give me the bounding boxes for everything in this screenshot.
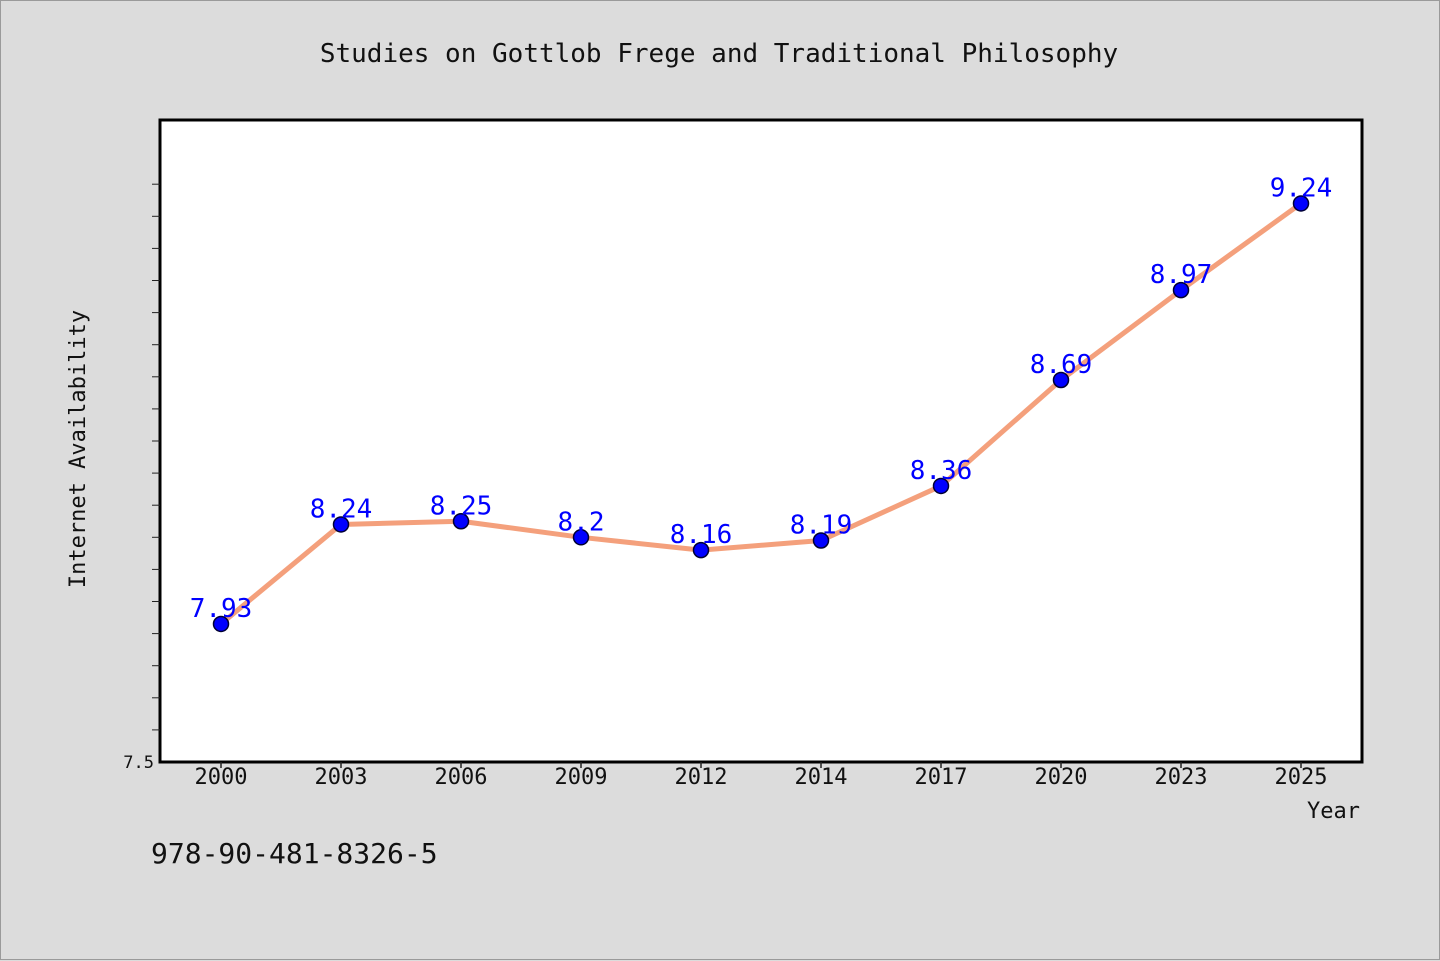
- x-tick-label: 2009: [555, 765, 608, 790]
- data-point: [812, 532, 830, 549]
- isbn-text: 978-90-481-8326-5: [151, 837, 438, 870]
- y-tick-label: 7.5: [123, 753, 154, 773]
- data-label: 8.16: [670, 520, 733, 550]
- data-labels: 7.93 8.24 8.25 8.2 8.16 8.19 8.36 8.69 8.97 9.24: [190, 173, 1333, 624]
- data-label: 8.24: [310, 494, 373, 524]
- x-tick-label: 2017: [915, 765, 968, 790]
- x-tick-label: 2025: [1275, 765, 1328, 790]
- data-label: 8.69: [1030, 350, 1093, 380]
- data-point: [572, 529, 590, 546]
- x-tick-label: 2003: [315, 765, 368, 790]
- x-tick-label: 2023: [1155, 765, 1208, 790]
- series-line: [219, 201, 1303, 626]
- x-tick-label: 2012: [675, 765, 728, 790]
- data-points: [212, 195, 1310, 633]
- x-tick-label: 2006: [435, 765, 488, 790]
- x-tick-label: 2020: [1035, 765, 1088, 790]
- x-axis-label: Year: [1307, 799, 1360, 824]
- data-point: [452, 513, 470, 530]
- data-label: 8.36: [910, 456, 973, 486]
- data-label: 8.2: [558, 507, 605, 537]
- data-point: [212, 615, 230, 633]
- y-axis-label: Internet Availability: [66, 310, 91, 588]
- data-point: [332, 516, 350, 533]
- data-point: [692, 541, 710, 559]
- chart-title: Studies on Gottlob Frege and Traditional…: [320, 39, 1118, 69]
- data-point: [932, 477, 950, 495]
- x-tick-label: 2000: [195, 765, 248, 790]
- data-point: [1052, 371, 1070, 389]
- data-point: [1172, 281, 1190, 299]
- data-label: 7.93: [190, 594, 253, 624]
- data-point: [1292, 195, 1310, 212]
- x-axis-ticks: 2000 2003 2006 2009 2012 2014 2017 2020 2023 2025: [195, 762, 1328, 790]
- data-label: 8.25: [430, 491, 493, 521]
- data-label: 9.24: [1270, 173, 1333, 203]
- series-line-group: [219, 201, 1303, 626]
- plot-area: [158, 118, 1364, 764]
- y-axis-ticks: [152, 183, 160, 731]
- data-label: 8.97: [1150, 260, 1213, 290]
- x-tick-label: 2014: [795, 765, 848, 790]
- data-label: 8.19: [790, 511, 853, 541]
